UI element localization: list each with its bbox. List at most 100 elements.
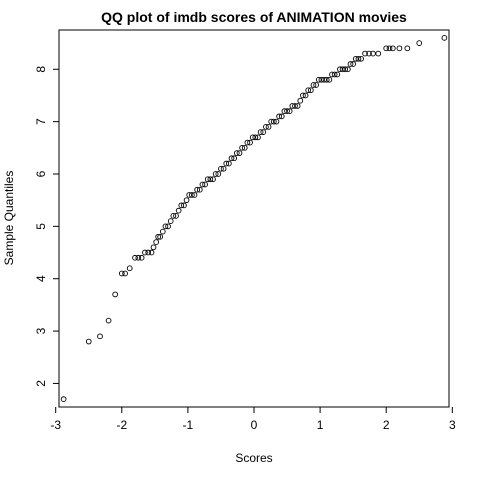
- data-point: [370, 50, 376, 57]
- data-point: [175, 207, 182, 214]
- data-point: [247, 139, 253, 146]
- data-point: [191, 192, 198, 198]
- data-point: [233, 150, 240, 156]
- data-point: [315, 76, 322, 83]
- data-point: [345, 66, 351, 73]
- data-point: [183, 197, 190, 204]
- data-point: [278, 113, 285, 120]
- data-point: [284, 108, 290, 115]
- x-tick-label: 0: [251, 418, 258, 432]
- data-point: [358, 55, 364, 62]
- data-point: [355, 55, 362, 62]
- data-point: [223, 160, 230, 167]
- data-point: [165, 223, 171, 230]
- data-point: [375, 50, 382, 57]
- data-point: [167, 218, 174, 224]
- data-point: [249, 134, 256, 141]
- data-point: [257, 129, 264, 135]
- data-point: [155, 233, 162, 240]
- data-point: [132, 254, 138, 261]
- data-point: [352, 55, 359, 62]
- y-tick-label: 6: [34, 170, 48, 177]
- data-point: [196, 186, 203, 193]
- data-point: [273, 118, 280, 125]
- data-point: [318, 76, 325, 83]
- data-point: [323, 76, 330, 83]
- data-point: [326, 76, 333, 83]
- x-tick-label: -2: [116, 418, 127, 432]
- data-point: [276, 113, 282, 120]
- x-tick-label: 3: [449, 418, 456, 432]
- data-point: [181, 202, 187, 209]
- data-point: [265, 124, 272, 130]
- data-point: [220, 165, 227, 172]
- data-point: [329, 71, 335, 78]
- data-point: [241, 144, 248, 151]
- y-tick-label: 7: [34, 118, 48, 125]
- data-point: [268, 118, 275, 125]
- plot-frame: [58, 29, 450, 408]
- x-tick-label: 2: [383, 418, 390, 432]
- data-point: [416, 40, 423, 46]
- data-point: [244, 139, 251, 146]
- axis-ticks: -3 -2 -1 0 1 2 3 2 3 4 5 6 7 8: [34, 66, 456, 432]
- data-point: [305, 87, 312, 94]
- data-point: [302, 92, 309, 99]
- data-point: [404, 45, 411, 52]
- data-point: [263, 124, 269, 130]
- data-point: [85, 338, 92, 345]
- x-tick-label: -3: [50, 418, 61, 432]
- data-point: [60, 396, 67, 402]
- y-tick-label: 5: [34, 223, 48, 230]
- data-point: [386, 45, 393, 52]
- data-point: [142, 249, 148, 256]
- data-point: [97, 333, 103, 340]
- data-point: [281, 108, 288, 115]
- data-point: [173, 213, 179, 219]
- data-point: [300, 92, 306, 99]
- data-point: [218, 165, 224, 172]
- data-point: [105, 317, 112, 324]
- data-point: [339, 66, 346, 73]
- data-point: [252, 134, 259, 141]
- y-tick-label: 3: [34, 327, 48, 334]
- y-tick-label: 2: [34, 380, 48, 387]
- chart-title: QQ plot of imdb scores of ANIMATION movi…: [101, 9, 407, 25]
- data-point: [135, 254, 142, 261]
- data-point: [347, 61, 354, 67]
- data-point: [207, 176, 214, 183]
- data-point: [270, 118, 277, 125]
- data-point: [337, 66, 343, 73]
- data-point: [112, 291, 119, 298]
- data-point: [383, 45, 390, 52]
- data-point: [194, 186, 201, 193]
- data-point: [307, 87, 314, 94]
- data-point: [289, 103, 296, 109]
- data-point: [170, 213, 177, 219]
- data-point: [189, 192, 195, 198]
- data-point: [226, 160, 232, 167]
- data-point: [231, 155, 238, 162]
- x-tick-label: -1: [183, 418, 194, 432]
- data-point: [199, 181, 206, 188]
- data-point: [294, 103, 301, 109]
- data-point: [150, 244, 157, 251]
- data-point: [239, 144, 245, 151]
- data-point: [362, 50, 368, 57]
- data-point: [186, 192, 193, 198]
- data-point: [396, 45, 403, 52]
- data-point: [162, 223, 169, 230]
- data-point: [202, 181, 208, 188]
- data-point: [210, 176, 216, 183]
- data-point: [145, 249, 152, 256]
- data-point: [286, 108, 293, 115]
- data-point: [342, 66, 349, 73]
- data-point: [138, 254, 145, 261]
- data-point: [148, 249, 155, 256]
- data-points: [60, 35, 448, 402]
- data-point: [334, 71, 341, 78]
- data-point: [118, 270, 125, 277]
- data-point: [313, 82, 319, 88]
- data-point: [321, 76, 327, 83]
